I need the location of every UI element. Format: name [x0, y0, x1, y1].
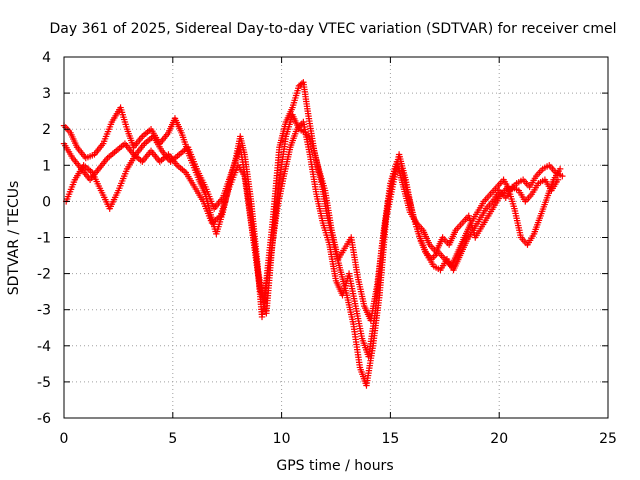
- y-tick-label: 4: [42, 50, 51, 66]
- y-axis-label: SDTVAR / TECUs: [6, 181, 22, 296]
- y-tick-label: -5: [37, 375, 51, 391]
- y-tick-label: 0: [42, 194, 51, 210]
- y-axis-ticks: -6 -5 -4 -3 -2 -1 0 1 2 3 4: [37, 50, 608, 427]
- chart-title: Day 361 of 2025, Sidereal Day-to-day VTE…: [49, 21, 616, 37]
- x-axis-label: GPS time / hours: [276, 458, 393, 474]
- y-tick-label: 3: [42, 86, 51, 102]
- series-track-a: [60, 79, 566, 389]
- data-point: [559, 172, 566, 180]
- x-tick-label: 10: [273, 431, 291, 447]
- y-tick-label: -1: [37, 231, 51, 247]
- x-tick-label: 25: [599, 431, 617, 447]
- y-tick-label: -6: [37, 411, 51, 427]
- y-tick-label: 2: [42, 122, 51, 138]
- data-series: [60, 79, 566, 389]
- y-tick-label: -4: [37, 339, 51, 355]
- x-axis-ticks: 0 5 10 15 20 25: [60, 57, 617, 447]
- y-tick-label: -3: [37, 303, 51, 319]
- x-tick-label: 5: [168, 431, 177, 447]
- x-tick-label: 15: [381, 431, 399, 447]
- y-tick-label: 1: [42, 158, 51, 174]
- x-tick-label: 0: [60, 431, 69, 447]
- y-tick-label: -2: [37, 267, 51, 283]
- data-point: [556, 165, 564, 173]
- x-tick-label: 20: [490, 431, 508, 447]
- series-track-c: [62, 111, 564, 324]
